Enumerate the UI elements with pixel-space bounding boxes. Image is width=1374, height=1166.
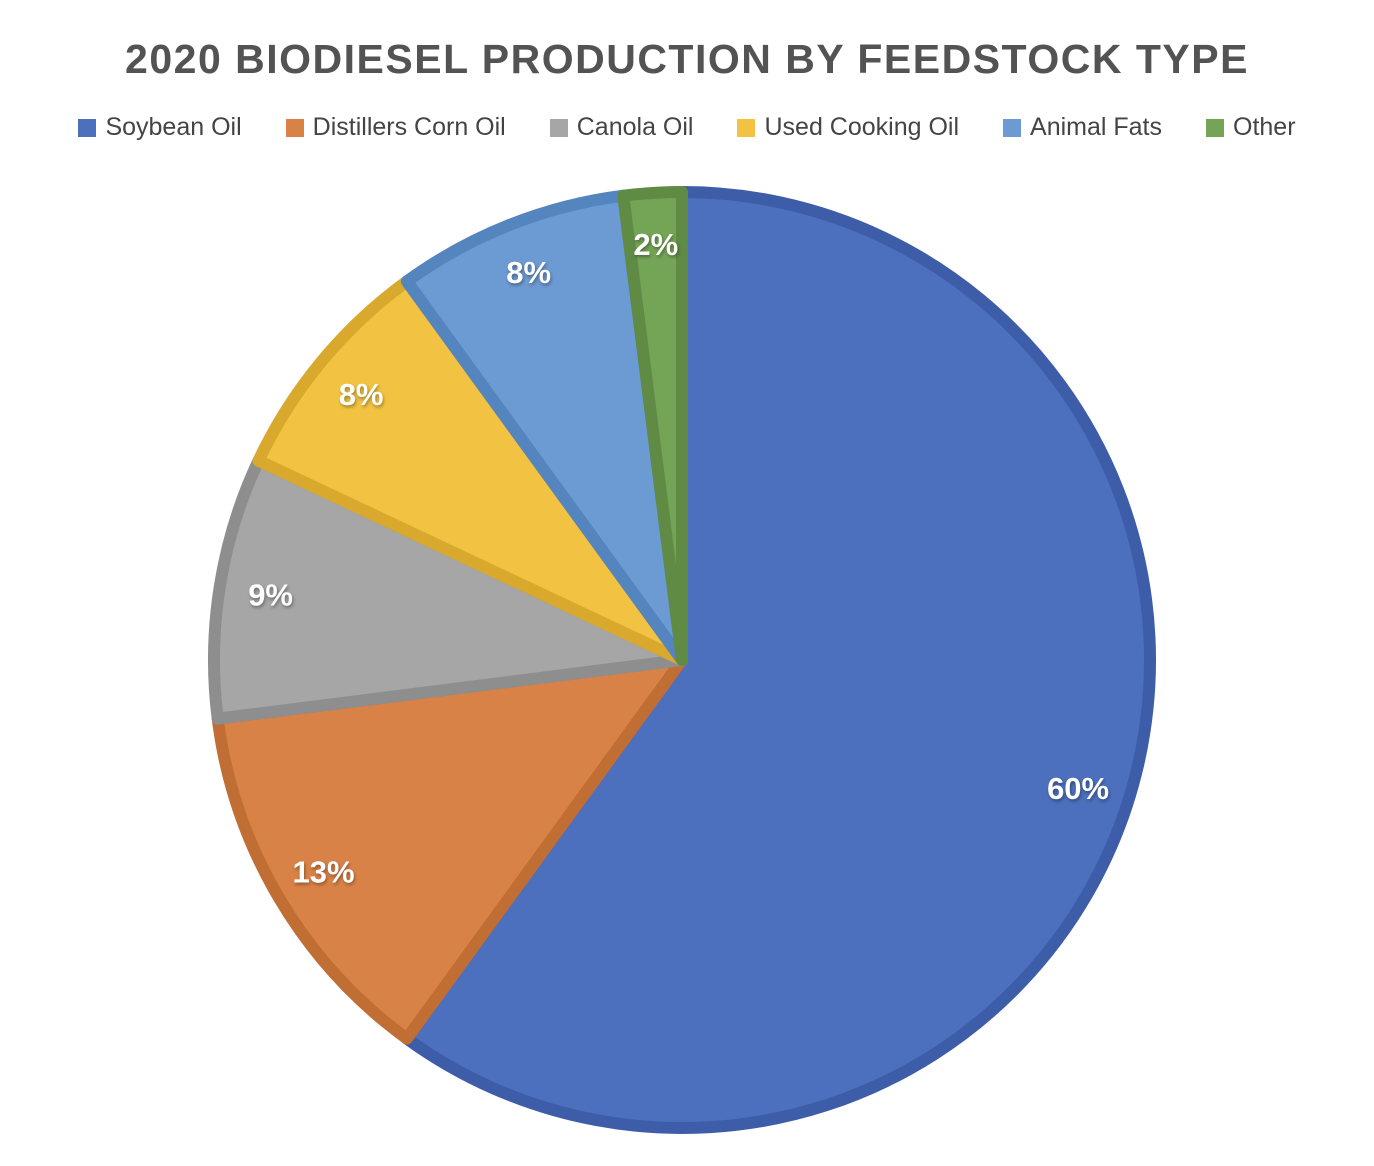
pie-slice-other (617, 186, 688, 666)
legend-swatch-icon (1206, 118, 1224, 137)
legend-item-used-cooking-oil: Used Cooking Oil (737, 113, 959, 142)
chart-legend: Soybean Oil Distillers Corn Oil Canola Oil… (0, 113, 1374, 142)
legend-label: Animal Fats (1030, 113, 1162, 141)
chart-title: 2020 BIODIESEL PRODUCTION BY FEEDSTOCK T… (125, 36, 1249, 82)
legend-swatch-icon (737, 118, 756, 137)
pie-slice-distillers-corn-oil (211, 654, 688, 1045)
chart-header: 2020 BIODIESEL PRODUCTION BY FEEDSTOCK T… (0, 0, 1374, 142)
legend-item-distillers-corn-oil: Distillers Corn Oil (285, 113, 506, 142)
pie-slice-data-label: 2% (633, 227, 678, 262)
pie-slice-animal-fats (400, 189, 688, 666)
legend-swatch-icon (549, 118, 568, 137)
pie-slice-soybean-oil (400, 186, 1157, 1134)
pie-slice-data-label: 13% (292, 855, 354, 890)
legend-swatch-icon (78, 118, 97, 137)
legend-swatch-icon (1003, 118, 1022, 137)
pie-slice-data-label: 9% (248, 577, 293, 612)
legend-item-canola-oil: Canola Oil (549, 113, 694, 142)
legend-swatch-icon (285, 118, 304, 137)
legend-item-soybean-oil: Soybean Oil (78, 113, 242, 142)
legend-item-animal-fats: Animal Fats (1003, 113, 1162, 142)
legend-label: Used Cooking Oil (764, 113, 960, 141)
legend-label: Distillers Corn Oil (312, 113, 506, 141)
legend-label: Canola Oil (576, 113, 694, 141)
legend-label: Soybean Oil (105, 113, 242, 141)
legend-item-other: Other (1206, 113, 1296, 142)
legend-label: Other (1233, 113, 1296, 141)
pie-slice-canola-oil (208, 454, 688, 725)
pie-slice-data-label: 8% (339, 377, 384, 412)
pie-slice-data-label: 60% (1047, 771, 1109, 806)
pie-slice-data-label: 8% (506, 255, 551, 290)
pie-slice-used-cooking-oil (252, 275, 688, 666)
